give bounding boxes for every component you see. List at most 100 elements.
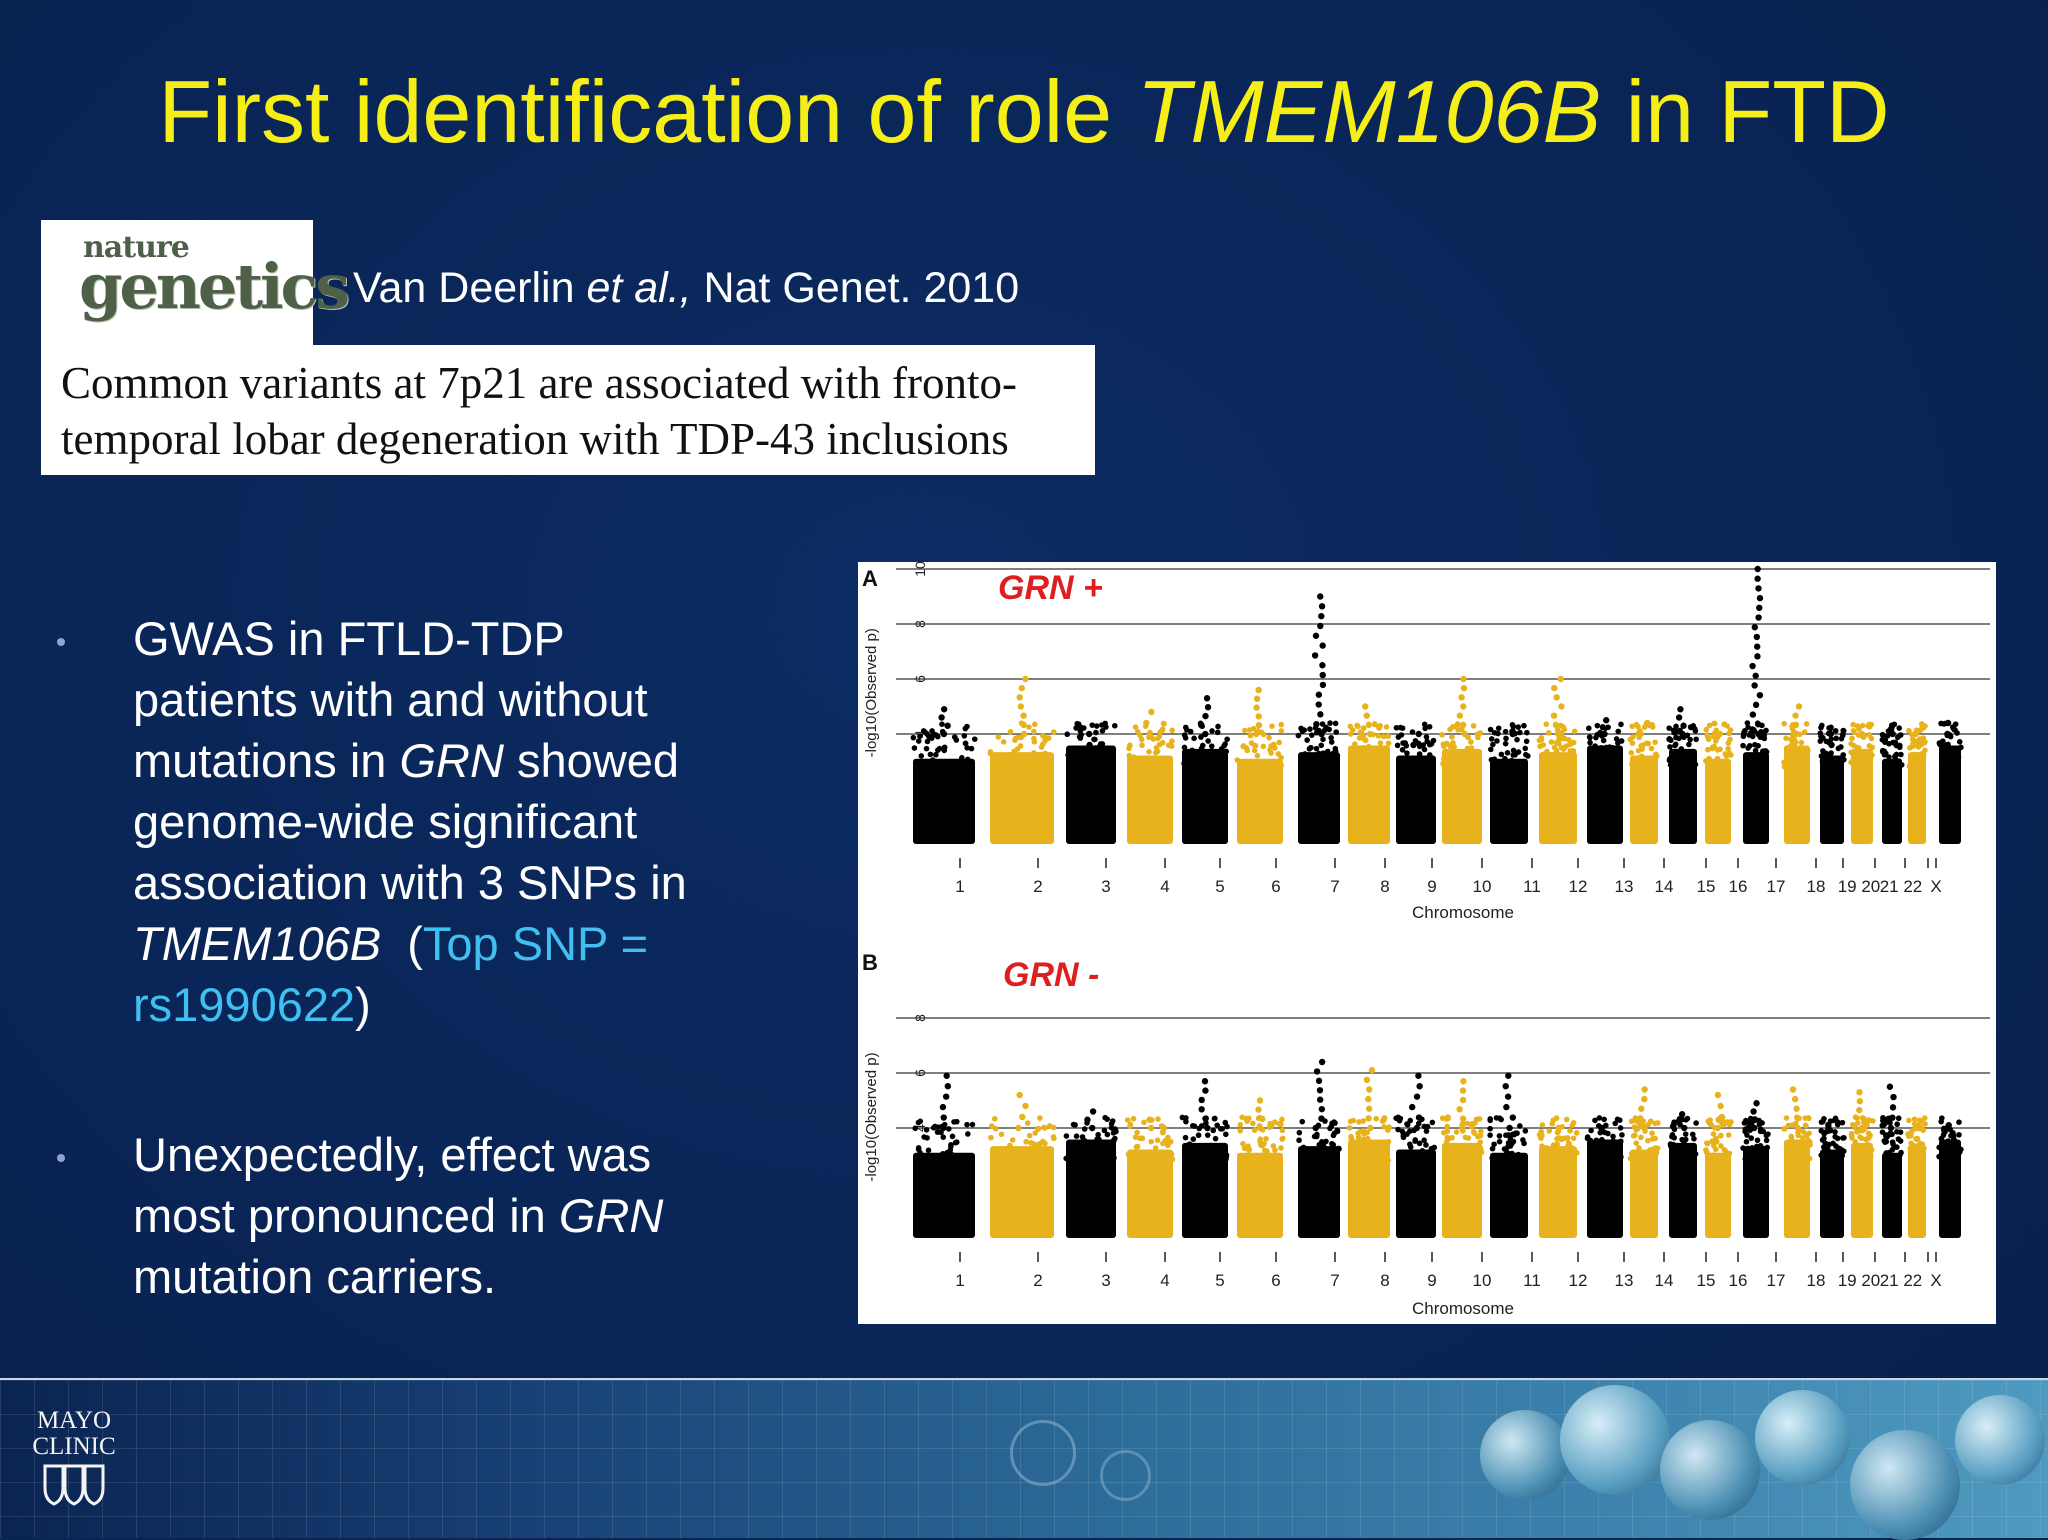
data-point bbox=[1488, 746, 1494, 753]
data-point bbox=[1671, 1126, 1678, 1133]
data-point bbox=[1854, 1129, 1860, 1135]
data-point bbox=[1131, 754, 1137, 760]
data-point bbox=[1521, 722, 1527, 729]
data-point bbox=[940, 706, 948, 713]
data-point bbox=[1356, 735, 1363, 741]
data-point bbox=[959, 755, 965, 761]
chromosome-6-points bbox=[1237, 1097, 1286, 1238]
data-point bbox=[1819, 734, 1826, 741]
citation: Van Deerlin et al., Nat Genet. 2010 bbox=[353, 262, 1019, 314]
x-tick-label: 17 bbox=[1767, 1271, 1786, 1290]
data-point bbox=[1079, 1154, 1085, 1161]
data-point bbox=[1208, 743, 1215, 749]
data-point bbox=[1028, 1140, 1034, 1146]
data-point bbox=[1385, 1138, 1392, 1145]
data-point bbox=[1367, 754, 1374, 761]
data-point bbox=[1278, 1121, 1284, 1128]
data-point bbox=[1502, 728, 1509, 735]
data-point bbox=[1763, 1132, 1770, 1139]
data-point bbox=[1750, 1124, 1758, 1132]
data-point bbox=[1161, 721, 1167, 727]
data-point bbox=[1444, 1123, 1451, 1130]
data-point bbox=[940, 1114, 947, 1121]
data-point bbox=[1755, 614, 1762, 621]
data-point bbox=[1404, 1157, 1410, 1163]
data-point bbox=[1407, 1144, 1414, 1150]
title-gene: TMEM106B bbox=[1136, 62, 1602, 161]
data-point bbox=[1445, 755, 1451, 762]
data-point bbox=[1752, 1116, 1759, 1123]
data-point bbox=[1638, 1105, 1645, 1112]
data-point bbox=[1596, 1115, 1603, 1121]
data-point bbox=[1363, 1146, 1370, 1153]
data-point bbox=[1496, 1115, 1503, 1121]
data-point bbox=[1750, 1152, 1757, 1159]
data-point bbox=[1704, 1140, 1710, 1146]
x-tick-label: 6 bbox=[1271, 877, 1280, 896]
data-point bbox=[1848, 749, 1854, 756]
data-point bbox=[948, 1157, 955, 1164]
points-body bbox=[1743, 752, 1769, 844]
journal-logo: nature genetics bbox=[41, 220, 350, 345]
data-point bbox=[1522, 1128, 1529, 1134]
data-point bbox=[1827, 730, 1834, 738]
data-point bbox=[910, 734, 917, 741]
data-point bbox=[1250, 1120, 1256, 1127]
points-body bbox=[1939, 745, 1961, 844]
data-point bbox=[1945, 1122, 1952, 1129]
data-point bbox=[1882, 737, 1889, 743]
data-point bbox=[1476, 1116, 1483, 1122]
data-point bbox=[1041, 1125, 1048, 1131]
data-point bbox=[1139, 742, 1145, 749]
data-point bbox=[1922, 1115, 1928, 1121]
chromosome-9-points bbox=[1393, 721, 1437, 844]
data-point bbox=[1592, 1117, 1598, 1124]
chromosome-14-points bbox=[1627, 1086, 1661, 1238]
data-point bbox=[1365, 1095, 1372, 1103]
data-point bbox=[1856, 1097, 1864, 1105]
data-point bbox=[951, 1119, 957, 1125]
data-point bbox=[1675, 1156, 1682, 1162]
data-point bbox=[1718, 1113, 1725, 1121]
points-body bbox=[1882, 758, 1902, 844]
data-point bbox=[1327, 720, 1333, 726]
data-point bbox=[1714, 1124, 1721, 1132]
data-point bbox=[1365, 721, 1373, 729]
top-snp-link[interactable]: Top SNP = bbox=[422, 917, 649, 970]
chromosome-11-points bbox=[1487, 1072, 1529, 1238]
data-point bbox=[1066, 1158, 1072, 1164]
data-point bbox=[1184, 1152, 1191, 1158]
data-point bbox=[1851, 729, 1857, 735]
snp-id-link[interactable]: rs1990622 bbox=[133, 978, 356, 1031]
x-tick-label: 13 bbox=[1615, 1271, 1634, 1290]
data-point bbox=[1907, 1131, 1913, 1138]
data-point bbox=[1214, 1122, 1220, 1129]
chromosome-10-points bbox=[1439, 675, 1484, 844]
data-point bbox=[1794, 1124, 1801, 1132]
data-point bbox=[1594, 722, 1601, 729]
data-point bbox=[948, 1151, 955, 1158]
data-point bbox=[1889, 730, 1896, 738]
data-point bbox=[1571, 760, 1577, 767]
data-point bbox=[1423, 1142, 1429, 1148]
data-point bbox=[1459, 1124, 1466, 1132]
data-point bbox=[1630, 734, 1636, 740]
data-point bbox=[1234, 757, 1241, 763]
data-point bbox=[1151, 759, 1157, 765]
data-point bbox=[1703, 726, 1710, 733]
data-point bbox=[1190, 1136, 1197, 1142]
data-point bbox=[1454, 1143, 1461, 1150]
x-tick-label: 3 bbox=[1101, 1271, 1110, 1290]
data-point bbox=[1020, 712, 1027, 719]
data-point bbox=[1198, 1153, 1205, 1159]
data-point bbox=[1201, 1078, 1209, 1085]
data-point bbox=[1792, 712, 1799, 719]
manhattan-panel-a: A46810-log10(Observed p)GRN +12345678910… bbox=[862, 562, 1990, 922]
data-point bbox=[1830, 1140, 1836, 1147]
data-point bbox=[1469, 1147, 1475, 1154]
data-point bbox=[1611, 1147, 1618, 1153]
data-point bbox=[1536, 1132, 1543, 1138]
data-point bbox=[1939, 738, 1946, 744]
data-point bbox=[1473, 1152, 1480, 1159]
data-point bbox=[1834, 1135, 1841, 1142]
